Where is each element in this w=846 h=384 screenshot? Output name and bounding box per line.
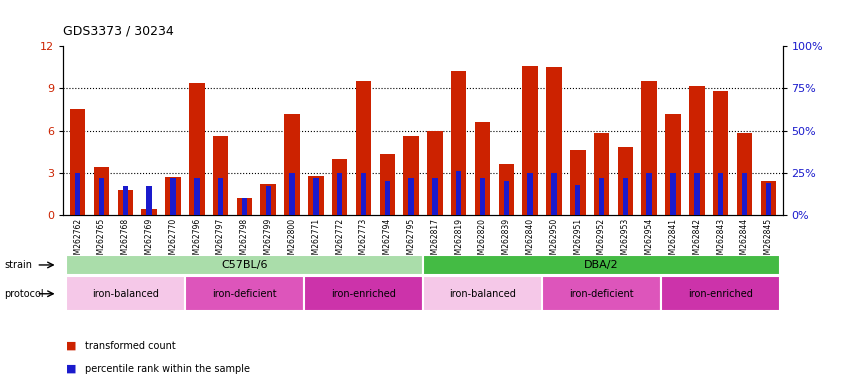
Bar [527, 173, 533, 215]
Bar [713, 91, 728, 215]
Bar [237, 198, 252, 215]
Bar [360, 173, 366, 215]
Bar [308, 175, 323, 215]
Bar [599, 178, 604, 215]
Bar [66, 255, 423, 275]
Bar [118, 190, 133, 215]
Text: iron-balanced: iron-balanced [92, 289, 159, 299]
Bar [742, 173, 747, 215]
Bar [304, 276, 423, 311]
Bar [575, 185, 580, 215]
Bar [618, 147, 633, 215]
Text: protocol: protocol [4, 289, 44, 299]
Text: percentile rank within the sample: percentile rank within the sample [85, 364, 250, 374]
Bar [189, 83, 205, 215]
Bar [194, 178, 200, 215]
Bar [661, 276, 780, 311]
Text: iron-enriched: iron-enriched [688, 289, 753, 299]
Bar [641, 81, 657, 215]
Bar [456, 171, 461, 215]
Bar [451, 71, 466, 215]
Bar [99, 178, 104, 215]
Bar [66, 276, 185, 311]
Bar [94, 167, 109, 215]
Text: strain: strain [4, 260, 32, 270]
Bar [570, 150, 585, 215]
Bar [261, 184, 276, 215]
Bar [427, 131, 442, 215]
Bar [165, 177, 181, 215]
Bar [432, 178, 437, 215]
Bar [766, 183, 771, 215]
Bar [409, 178, 414, 215]
Text: iron-deficient: iron-deficient [569, 289, 634, 299]
Bar [266, 186, 271, 215]
Bar [289, 173, 294, 215]
Bar [423, 255, 780, 275]
Bar [123, 186, 128, 215]
Bar [185, 276, 304, 311]
Text: ■: ■ [66, 341, 76, 351]
Bar [380, 154, 395, 215]
Text: DBA/2: DBA/2 [585, 260, 619, 270]
Bar [523, 66, 538, 215]
Text: GDS3373 / 30234: GDS3373 / 30234 [63, 25, 174, 38]
Bar [503, 181, 509, 215]
Bar [170, 178, 176, 215]
Bar [70, 109, 85, 215]
Bar [213, 136, 228, 215]
Bar [332, 159, 348, 215]
Bar [141, 209, 157, 215]
Bar [594, 133, 609, 215]
Bar [284, 114, 299, 215]
Bar [623, 178, 628, 215]
Text: iron-balanced: iron-balanced [449, 289, 516, 299]
Bar [718, 173, 723, 215]
Bar [313, 178, 319, 215]
Bar [242, 198, 247, 215]
Bar [146, 186, 152, 215]
Bar [423, 276, 542, 311]
Bar [404, 136, 419, 215]
Bar [385, 181, 390, 215]
Text: ■: ■ [66, 364, 76, 374]
Bar [761, 181, 776, 215]
Bar [75, 173, 80, 215]
Bar [547, 67, 562, 215]
Bar [480, 178, 486, 215]
Bar [689, 86, 705, 215]
Bar [665, 114, 681, 215]
Bar [475, 122, 491, 215]
Bar [498, 164, 514, 215]
Bar [552, 173, 557, 215]
Bar [355, 81, 371, 215]
Bar [218, 178, 223, 215]
Text: iron-enriched: iron-enriched [331, 289, 396, 299]
Bar [737, 133, 752, 215]
Bar [670, 173, 676, 215]
Bar [542, 276, 661, 311]
Text: C57BL/6: C57BL/6 [221, 260, 267, 270]
Text: iron-deficient: iron-deficient [212, 289, 277, 299]
Bar [337, 173, 343, 215]
Bar [646, 173, 652, 215]
Bar [694, 173, 700, 215]
Text: transformed count: transformed count [85, 341, 175, 351]
